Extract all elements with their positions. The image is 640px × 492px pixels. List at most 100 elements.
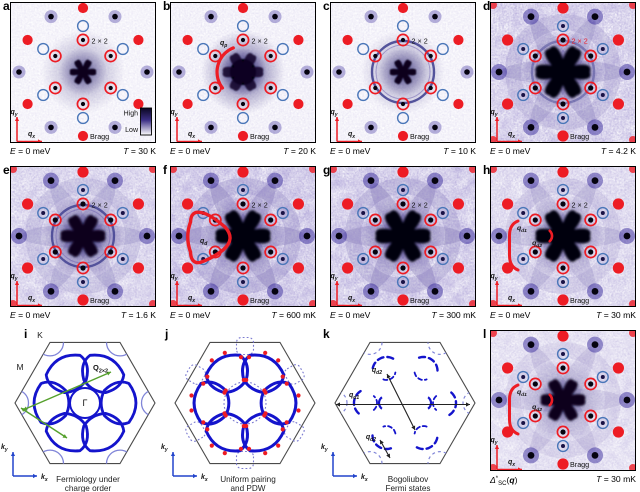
panel-h-image: qd1 qd2 2 × 2 Bragg qy qx xyxy=(490,166,636,307)
cdw-2x2-circles xyxy=(528,33,598,111)
arrowhead-icon xyxy=(380,440,384,445)
k-axes: ky kx xyxy=(161,444,208,483)
cdw-2x2-circles xyxy=(368,197,438,275)
qpi-blue-circles xyxy=(517,183,609,289)
arrowhead-icon xyxy=(494,281,500,285)
qd2-label: qd2 xyxy=(532,240,542,249)
corner-bragg-peaks xyxy=(170,166,316,307)
energy-label: E = 0 meV xyxy=(330,146,371,156)
panel-frame xyxy=(490,330,636,471)
panel-e: e xyxy=(0,164,160,328)
lattice-peaks xyxy=(172,10,314,134)
arrowhead-icon xyxy=(106,371,111,376)
arrowhead-icon xyxy=(466,402,470,407)
qd2-vector-label-2: qd2 xyxy=(366,434,376,443)
panel-letter: c xyxy=(323,0,330,13)
panel-f: f xyxy=(160,164,320,328)
brillouin-zone-hexagon xyxy=(174,341,316,465)
arrowhead-icon xyxy=(334,281,340,285)
qd2-arc-annotation xyxy=(548,393,554,407)
bragg-label: Bragg xyxy=(250,132,269,141)
qp-arc-annotation xyxy=(215,46,235,90)
panel-frame xyxy=(490,166,636,307)
lattice-peaks xyxy=(11,172,155,300)
m-point-label: M xyxy=(16,362,23,372)
panel-letter: e xyxy=(3,163,10,177)
panel-frame xyxy=(490,2,636,143)
qy-axis-label: qy xyxy=(491,109,498,118)
panel-footer: E = 0 meV T = 600 mK xyxy=(170,310,316,321)
bragg-peaks xyxy=(342,166,464,306)
k-axes: ky kx xyxy=(1,444,48,483)
bragg-label: Bragg xyxy=(410,132,429,141)
brillouin-zone-hexagon xyxy=(334,341,476,465)
panel-k: k qd1 qd2 qd2 ky kx Bogoliubov Fermi states xyxy=(320,328,480,492)
panel-c-image: 2 × 2 Bragg qy qx xyxy=(330,2,476,143)
bragg-label: Bragg xyxy=(570,460,589,469)
center-peak xyxy=(69,59,97,85)
pdw-nodes xyxy=(189,350,301,456)
qx-axis-label: qx xyxy=(348,295,355,304)
panel-caption-line2: charge order xyxy=(65,484,112,492)
qy-axis-label: qy xyxy=(491,437,498,446)
qy-axis-label: qy xyxy=(171,109,178,118)
k-axes: ky kx xyxy=(321,444,368,483)
bragg-peaks xyxy=(182,2,304,142)
panel-frame xyxy=(330,166,476,307)
center-peak xyxy=(222,53,264,91)
panel-a-image: 2 × 2 Bragg High Low qy qx xyxy=(10,2,156,143)
panel-letter: i xyxy=(24,327,28,341)
arrowhead-icon xyxy=(386,374,391,379)
panel-letter: h xyxy=(483,163,491,177)
qy-axis-label: qy xyxy=(11,109,18,118)
arrowhead-icon xyxy=(411,425,416,430)
qy-axis-label: qy xyxy=(171,273,178,282)
bogoliubov-arcs xyxy=(352,355,458,451)
qd1-bracket-annotation xyxy=(507,219,520,272)
lattice-peaks xyxy=(171,172,315,300)
cdw-2x2-circles xyxy=(528,197,598,275)
bragg-label: Bragg xyxy=(250,296,269,305)
panel-d-image: 2 × 2 Bragg qy qx xyxy=(490,2,636,143)
center-peak xyxy=(540,379,586,421)
arrowhead-icon xyxy=(336,402,340,407)
arrowhead-icon xyxy=(193,473,197,479)
qd-triangle-annotation xyxy=(186,210,232,265)
cdw-2x2-circles xyxy=(208,197,278,275)
qd2-vector-arrow-2 xyxy=(379,439,391,459)
panel-footer: E = 0 meV T = 1.6 K xyxy=(10,310,156,321)
qpi-blue-circles xyxy=(37,19,129,125)
pairing-petals xyxy=(192,353,298,453)
panel-l-image: qd1 qd2 Bragg qy qx xyxy=(490,330,636,471)
colorbar: High Low xyxy=(124,107,152,136)
energy-label: E = 0 meV xyxy=(330,310,371,320)
gap-map-label: Δ*SC(q) xyxy=(490,475,518,487)
panel-footer: E = 0 meV T = 4.2 K xyxy=(490,146,636,157)
qd2-vector-label: qd2 xyxy=(372,367,382,376)
corner-arcs xyxy=(335,342,475,464)
two-by-two-label: 2 × 2 xyxy=(252,201,268,210)
qx-axis-label: qx xyxy=(188,131,195,140)
two-by-two-label: 2 × 2 xyxy=(572,37,588,46)
arrowhead-icon xyxy=(334,117,340,121)
q-axes: qy qx xyxy=(491,437,522,471)
temperature-label: T = 300 mK xyxy=(431,310,476,320)
two-by-two-label: 2 × 2 xyxy=(252,37,268,46)
arrowhead-icon xyxy=(21,408,26,412)
bragg-label: Bragg xyxy=(90,296,109,305)
cdw-2x2-circles xyxy=(48,33,118,111)
panel-i: i Γ Q2×2 K M ky kx Fermiology under charge o… xyxy=(0,328,160,492)
arrowhead-icon xyxy=(33,473,37,479)
gamma-pocket xyxy=(69,387,101,419)
arrowhead-icon xyxy=(330,452,336,456)
q-axes: qy qx xyxy=(331,109,362,143)
arrowhead-icon xyxy=(14,281,20,285)
center-peak xyxy=(535,210,591,262)
q-axes: qy qx xyxy=(11,109,42,143)
corner-bragg-peaks xyxy=(490,330,636,471)
panel-footer: E = 0 meV T = 30 mK xyxy=(490,310,636,321)
